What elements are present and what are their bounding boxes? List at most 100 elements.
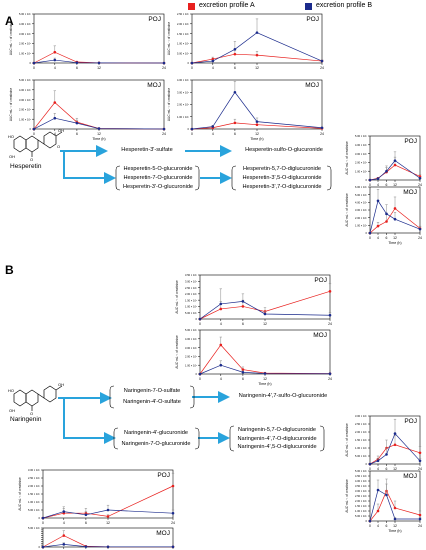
y-tick-label: 3.00 × 10⁶ [28, 468, 40, 472]
y-tick-label: 3.00 × 10⁶ [185, 279, 197, 283]
naringenin-glucuronides: Naringenin-4'-glucuronide Naringenin-7-O… [116, 428, 196, 450]
data-point [385, 453, 388, 456]
y-tick-label: 4.00 × 10⁶ [355, 143, 367, 147]
chart-panel-label: MOJ [403, 473, 417, 480]
hesperetin-glucuronide-2: Hesperetin-7-O-glucuronide [123, 175, 193, 181]
data-point [219, 343, 223, 347]
data-point [190, 127, 194, 131]
y-tick-label: 3.00 × 10⁶ [355, 208, 367, 212]
x-tick-label: 4 [377, 524, 379, 528]
y-tick-label: 2.00 × 10⁶ [355, 430, 367, 434]
data-point [75, 61, 79, 65]
y-tick-label: 3.00 × 10⁶ [177, 90, 189, 94]
x-tick-label: 0 [369, 236, 371, 240]
y-tick-label: 1.50 × 10⁶ [185, 298, 197, 302]
naringenin-diglucuronide-2: Naringenin-4',7-O-diglucuronide [237, 435, 317, 442]
data-point [328, 290, 332, 293]
chart-A-sg-MOJ: MOJ 0 1.00 × 10⁶ 2.00 × 10⁶ 3.00 × 10⁶ 4.00 ×… [167, 78, 324, 141]
chart-frame [42, 527, 174, 548]
y-tick-label: 2.00 × 10⁶ [355, 161, 367, 165]
data-point [385, 493, 388, 497]
y-tick-label: 0 [366, 231, 368, 235]
naringenin-sulfate-1: Naringenin-7-O-sulfate [123, 388, 181, 394]
x-axis-label: Time (h) [388, 529, 401, 533]
svg-text:HO: HO [8, 134, 14, 139]
y-axis-label: AUC·mL⁻¹ of creatinine [9, 22, 13, 55]
y-axis-label: AUC·mL⁻¹ of creatinine [167, 88, 171, 121]
y-tick-label: 5.00 × 10⁶ [19, 78, 31, 82]
chart-B-g-POJ: POJ 0 5.00 × 10⁵ 1.00 × 10⁶ 1.50 × 10⁶ 2.00 ×… [18, 468, 175, 525]
data-point [418, 459, 422, 463]
y-tick-label: 5.00 × 10⁶ [19, 12, 31, 16]
data-point [97, 127, 101, 130]
x-tick-label: 6 [242, 322, 244, 326]
y-tick-label: 0 [196, 372, 198, 376]
data-point [376, 509, 380, 513]
y-tick-label: 5.00 × 10⁵ [177, 51, 189, 55]
x-axis-label: Time (h) [388, 241, 401, 245]
x-tick-label: 24 [418, 236, 422, 240]
data-point [418, 451, 422, 455]
series-line [191, 32, 323, 64]
y-tick-label: 0 [366, 462, 368, 466]
y-tick-label: 5.00 × 10⁶ [185, 328, 197, 332]
y-tick-label: 1.00 × 10⁶ [177, 42, 189, 46]
data-point [106, 508, 110, 512]
legend-label-a: excretion profile A [199, 2, 255, 9]
data-point [393, 443, 397, 447]
data-point [241, 300, 245, 303]
chart-panel-label: POJ [157, 472, 170, 479]
x-tick-label: 12 [263, 322, 267, 326]
data-point [376, 488, 380, 492]
data-point [97, 61, 101, 65]
data-point [393, 159, 397, 162]
chart-panel-label: POJ [404, 138, 417, 145]
x-tick-label: 12 [393, 467, 397, 471]
data-point [418, 176, 422, 180]
y-tick-label: 1.00 × 10⁶ [355, 224, 367, 228]
y-tick-label: 1.00 × 10⁶ [355, 509, 367, 513]
x-tick-label: 4 [63, 521, 65, 525]
chart-panel-label: MOJ [305, 82, 319, 89]
legend: excretion profile A excretion profile B [188, 2, 418, 12]
y-tick-label: 4.00 × 10⁶ [355, 479, 367, 483]
y-tick-label: 1.50 × 10⁶ [355, 504, 367, 508]
y-tick-label: 2.00 × 10⁶ [185, 292, 197, 296]
svg-text:O: O [30, 157, 33, 162]
y-tick-label: 4.00 × 10⁶ [177, 78, 189, 82]
data-point [62, 543, 66, 546]
y-tick-label: 0 [188, 61, 190, 65]
data-point [418, 227, 422, 231]
y-tick-label: 0 [30, 127, 32, 131]
data-point [198, 372, 202, 376]
data-point [368, 519, 372, 523]
data-point [255, 123, 259, 127]
data-point [376, 199, 380, 203]
y-tick-label: 1.50 × 10⁶ [177, 32, 189, 36]
y-tick-label: 0 [366, 178, 368, 182]
data-point [393, 432, 397, 435]
data-point [418, 513, 422, 517]
y-tick-label: 1.00 × 10⁶ [28, 500, 40, 504]
y-tick-label: 0 [196, 317, 198, 321]
series-line [33, 51, 165, 64]
x-tick-label: 4 [54, 132, 56, 136]
naringenin-sulfate-2: Naringenin-4'-O-sulfate [123, 399, 181, 405]
y-tick-label: 2.50 × 10⁶ [355, 422, 367, 426]
y-tick-label: 3.00 × 10⁶ [355, 152, 367, 156]
naringenin-sulfo-glucuronide: Naringenin-4',7-sulfo-O-glucuronide [238, 393, 328, 399]
data-point [328, 372, 332, 376]
naringenin-glucuronide-2: Naringenin-7-O-glucuronide [121, 441, 191, 447]
y-tick-label: 2.50 × 10⁶ [28, 476, 40, 480]
y-tick-label: 5.00 × 10⁵ [185, 311, 197, 315]
y-tick-label: 5.00 × 10⁵ [355, 454, 367, 458]
data-point [233, 121, 237, 125]
naringenin-diglucuronides: Naringenin-5,7-O-diglucuronide Naringeni… [232, 426, 322, 452]
chart-frame [33, 13, 165, 64]
x-tick-label: 12 [393, 183, 397, 187]
arrow-hesperetin-to-glucuronides [63, 151, 116, 184]
data-point [385, 220, 388, 223]
chart-panel-label: MOJ [403, 189, 417, 196]
